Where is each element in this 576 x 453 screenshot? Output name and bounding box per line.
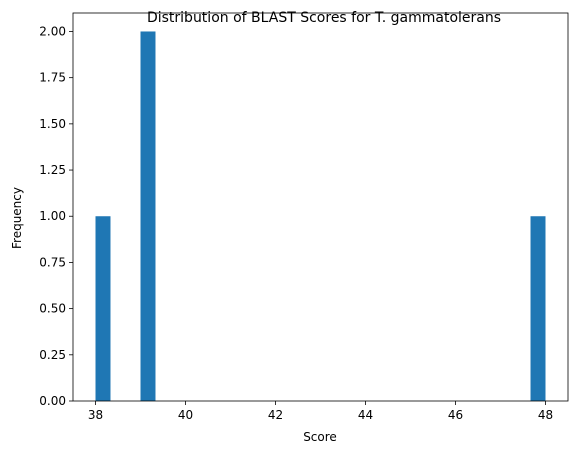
y-tick-label: 0.50 (39, 302, 66, 316)
y-tick-label: 1.50 (39, 117, 66, 131)
x-tick-label: 44 (358, 408, 373, 422)
histogram-bar (95, 216, 111, 401)
y-tick-label: 2.00 (39, 24, 66, 38)
x-tick-label: 42 (268, 408, 283, 422)
y-tick-label: 0.25 (39, 348, 66, 362)
y-tick-label: 1.75 (39, 71, 66, 85)
y-axis: 0.00 0.25 0.50 0.75 1.00 1.25 1.50 1.75 2.00 (39, 24, 73, 408)
y-tick-label: 1.25 (39, 163, 66, 177)
x-tick-label: 46 (448, 408, 463, 422)
chart-title: Distribution of BLAST Scores for T. gamm… (147, 10, 501, 26)
y-tick-label: 0.75 (39, 255, 66, 269)
y-tick-label: 0.00 (39, 394, 66, 408)
bars-group (95, 31, 546, 401)
x-axis: 38 40 42 44 46 48 (88, 401, 553, 422)
histogram-bar (140, 31, 156, 401)
y-tick-label: 1.00 (39, 209, 66, 223)
y-axis-title: Frequency (10, 187, 24, 249)
x-tick-label: 38 (88, 408, 103, 422)
x-axis-title: Score (303, 430, 337, 444)
plot-frame (72, 12, 569, 402)
x-tick-label: 40 (178, 408, 193, 422)
histogram-bar (530, 216, 546, 401)
x-tick-label: 48 (538, 408, 553, 422)
